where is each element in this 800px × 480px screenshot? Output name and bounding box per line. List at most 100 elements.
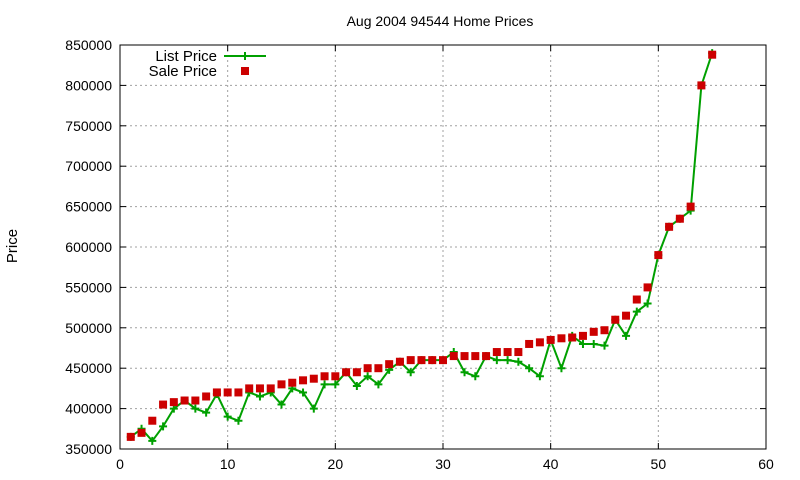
list-price-point	[363, 372, 372, 381]
sale-price-point	[255, 384, 264, 393]
sale-price-point	[309, 374, 318, 383]
sale-price-point	[266, 384, 275, 393]
sale-price-point	[546, 335, 555, 344]
y-tick-label: 350000	[65, 441, 112, 457]
y-tick-label: 400000	[65, 401, 112, 417]
y-axis-label: Price	[4, 229, 21, 263]
sale-price-point	[471, 352, 480, 361]
sale-price-point	[223, 388, 232, 397]
sale-price-point	[342, 368, 351, 377]
legend-plus-glyph	[241, 52, 249, 60]
sale-price-series	[126, 50, 717, 441]
sale-price-point	[675, 214, 684, 223]
list-price-point	[202, 408, 211, 417]
list-price-point	[622, 331, 631, 340]
list-price-point	[406, 368, 415, 377]
sale-price-point	[697, 81, 706, 90]
x-tick-label: 50	[651, 456, 667, 472]
sale-price-point	[503, 348, 512, 357]
sale-price-point	[374, 364, 383, 373]
y-tick-label: 550000	[65, 279, 112, 295]
list-price-point	[234, 416, 243, 425]
sale-price-point	[126, 432, 135, 441]
list-price-point	[514, 357, 523, 366]
sale-price-point	[686, 202, 695, 211]
y-tick-label: 800000	[65, 77, 112, 93]
legend-label-list-price: List Price	[155, 48, 217, 65]
sale-price-point	[600, 326, 609, 335]
sale-price-point	[417, 356, 426, 365]
x-tick-label: 30	[435, 456, 451, 472]
list-price-point	[600, 341, 609, 350]
sale-price-point	[245, 384, 254, 393]
sale-price-point	[632, 295, 641, 304]
sale-price-point	[395, 357, 404, 366]
sale-price-point	[611, 315, 620, 324]
x-tick-label: 20	[328, 456, 344, 472]
sale-price-point	[589, 327, 598, 336]
sale-price-point	[665, 222, 674, 231]
list-price-point	[352, 381, 361, 390]
list-price-point	[159, 422, 168, 431]
y-tick-label: 850000	[65, 37, 112, 53]
sale-price-point	[363, 364, 372, 373]
sale-price-point	[622, 311, 631, 320]
list-price-point	[632, 307, 641, 316]
sale-price-point	[568, 333, 577, 342]
chart-title: Aug 2004 94544 Home Prices	[347, 13, 534, 29]
sale-price-point	[299, 376, 308, 385]
list-price-point	[255, 392, 264, 401]
sale-price-point	[525, 339, 534, 348]
list-price-point	[503, 356, 512, 365]
sale-price-point	[654, 251, 663, 260]
list-price-point	[525, 364, 534, 373]
y-tick-label: 750000	[65, 118, 112, 134]
x-tick-label: 60	[758, 456, 774, 472]
sale-price-point	[439, 356, 447, 365]
sale-price-point	[159, 400, 168, 409]
sale-price-point	[191, 396, 200, 405]
sale-price-point	[169, 398, 178, 407]
list-price-point	[277, 400, 286, 409]
y-tick-label: 600000	[65, 239, 112, 255]
y-tick-label: 450000	[65, 360, 112, 376]
sale-price-point	[708, 50, 717, 59]
sale-price-point	[352, 368, 361, 377]
sale-price-point	[557, 334, 566, 343]
list-price-point	[374, 380, 383, 389]
list-price-point	[299, 388, 308, 397]
sale-price-point	[492, 348, 501, 357]
grid-lines	[120, 45, 766, 449]
y-tick-label: 700000	[65, 158, 112, 174]
x-tick-label: 0	[116, 456, 124, 472]
list-price-point	[148, 436, 157, 445]
sale-price-point	[482, 352, 491, 361]
sale-price-point	[180, 396, 189, 405]
x-tick-label: 10	[220, 456, 236, 472]
y-tick-label: 650000	[65, 199, 112, 215]
sale-price-point	[449, 352, 458, 361]
sale-price-point	[643, 283, 652, 292]
list-price-point	[492, 356, 501, 365]
sale-price-point	[234, 388, 243, 397]
legend-marker-sale-price	[241, 67, 249, 75]
y-tick-label: 500000	[65, 320, 112, 336]
axis-ticks: 0 10 20 30 40 50 60 350000 400000 450000 500000 550…	[65, 37, 774, 472]
sale-price-point	[385, 360, 394, 369]
sale-price-point	[514, 348, 523, 357]
legend-label-sale-price: Sale Price	[149, 63, 217, 80]
list-price-point	[643, 299, 652, 308]
sale-price-point	[428, 356, 437, 365]
list-price-point	[471, 372, 480, 381]
list-price-point	[191, 404, 200, 413]
list-price-point	[460, 368, 469, 377]
sale-price-point	[320, 372, 329, 381]
sale-price-point	[202, 392, 211, 401]
list-price-point	[320, 380, 329, 389]
sale-price-point	[212, 388, 221, 397]
sale-price-point	[578, 331, 587, 340]
legend-marker-list-price	[241, 52, 249, 60]
list-price-point	[557, 364, 566, 373]
list-price-point	[589, 339, 598, 348]
sale-price-point	[277, 380, 286, 389]
